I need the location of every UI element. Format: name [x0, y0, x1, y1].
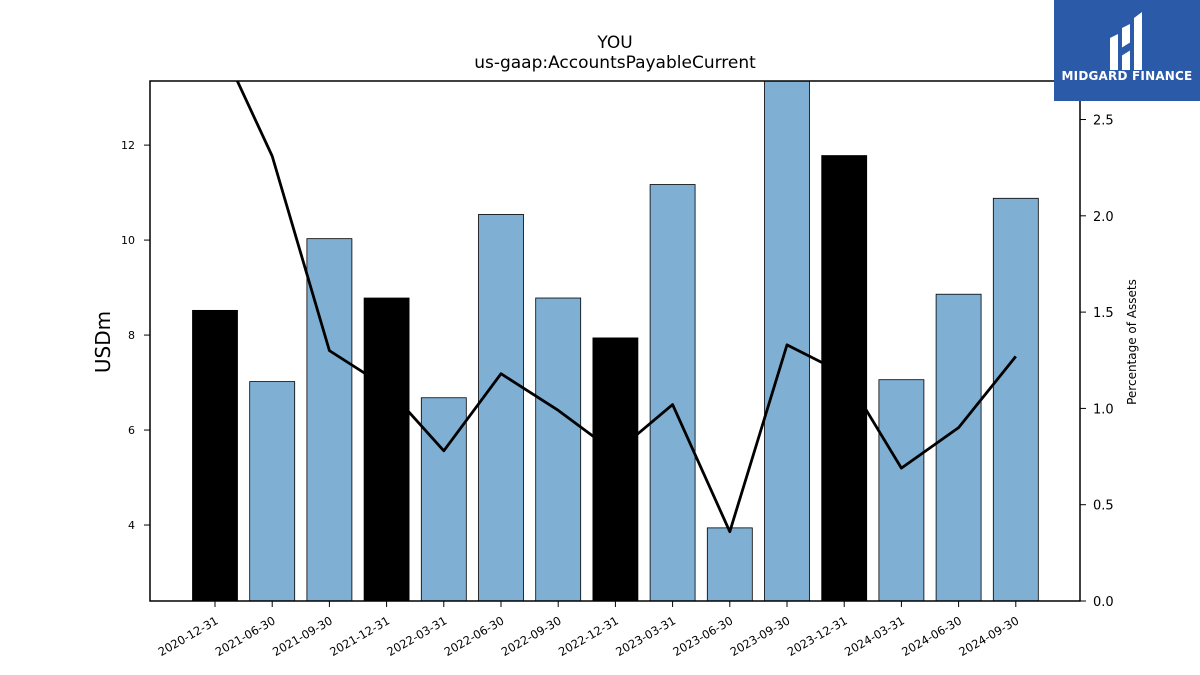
y-tick-label: 4: [128, 519, 135, 532]
line-series: [235, 81, 1017, 534]
chart-title: YOU: [596, 33, 632, 53]
bar: [821, 155, 868, 601]
x-tick-label: 2023-09-30: [728, 613, 793, 659]
chart-subtitle: us-gaap:AccountsPayableCurrent: [474, 53, 756, 73]
bar: [478, 214, 524, 601]
y2-tick-label: 1.0: [1093, 402, 1114, 417]
y2-tick-label: 2.0: [1093, 210, 1114, 225]
bar: [592, 337, 639, 601]
x-tick-label: 2023-12-31: [785, 613, 850, 659]
company-logo: MIDGARD FINANCE: [1054, 0, 1200, 101]
bar: [192, 309, 238, 601]
x-tick-label: 2020-12-31: [156, 613, 221, 659]
y-tick-label: 10: [121, 234, 135, 247]
bar: [249, 381, 296, 601]
x-tick-label: 2022-12-31: [556, 613, 621, 659]
x-tick-label: 2023-03-31: [613, 613, 678, 659]
x-tick-label: 2022-09-30: [499, 613, 564, 659]
bar: [992, 197, 1039, 601]
y2-tick-label: 1.5: [1093, 306, 1114, 321]
bar-series: [192, 81, 1039, 601]
bar: [764, 81, 810, 601]
y2-tick-label: 0.5: [1093, 499, 1114, 514]
y2-tick-label: 0.0: [1093, 595, 1114, 610]
y-tick-label: 8: [128, 329, 135, 342]
bar: [706, 527, 753, 601]
x-tick-label: 2021-12-31: [327, 613, 392, 659]
x-tick-label: 2021-06-30: [213, 613, 278, 659]
x-tick-label: 2024-06-30: [899, 613, 964, 659]
x-tick-label: 2024-09-30: [956, 613, 1021, 659]
y2-axis-label: Percentage of Assets: [1125, 279, 1139, 405]
logo-text: MIDGARD FINANCE: [1061, 69, 1193, 83]
bar: [535, 297, 582, 601]
x-tick-label: 2022-03-31: [384, 613, 449, 659]
bar: [649, 184, 696, 601]
x-tick-label: 2024-03-31: [842, 613, 907, 659]
bar: [878, 379, 925, 601]
x-tick-label: 2022-06-30: [442, 613, 507, 659]
x-tick-label: 2021-09-30: [270, 613, 335, 659]
logo-mark-icon: [1110, 12, 1142, 70]
y-tick-label: 12: [121, 139, 135, 152]
bar: [363, 297, 410, 601]
line-path: [235, 81, 1017, 534]
x-tick-label: 2023-06-30: [670, 613, 735, 659]
bar: [935, 293, 982, 601]
y-tick-label: 6: [128, 424, 135, 437]
y2-tick-label: 2.5: [1093, 114, 1114, 129]
y-axis-label: USDm: [91, 311, 115, 373]
